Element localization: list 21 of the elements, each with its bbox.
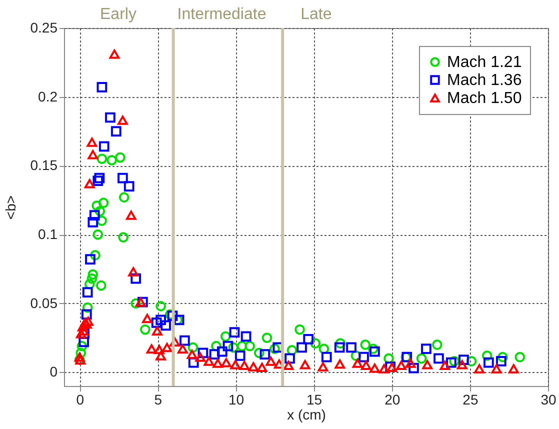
x-tick-label: 5 [154,392,162,408]
y-tick-label: 0.15 [30,157,58,174]
legend-label: Mach 1.21 [447,54,522,71]
y-tick-label: 0.1 [38,226,58,242]
text: Early [100,6,136,23]
y-tick-label: 0 [50,364,58,380]
y-tick-label: 0.05 [30,294,58,311]
x-tick-label: 30 [540,392,556,408]
x-tick-label: 0 [76,392,84,408]
ref-line-label: Late [300,6,332,23]
x-axis-title: x (cm) [287,406,326,422]
y-tick-label: 0.2 [38,88,58,104]
ref-line-label: Intermediate [177,6,266,23]
x-tick-label: 15 [306,392,322,408]
y-axis-title: <b> [2,195,18,220]
x-tick-label: 10 [228,392,244,408]
legend-label: Mach 1.36 [447,72,522,89]
x-tick-label: 25 [462,392,478,408]
x-tick-label: 20 [384,392,400,408]
y-tick-label: 0.25 [30,20,58,36]
legend-label: Mach 1.50 [447,90,522,107]
